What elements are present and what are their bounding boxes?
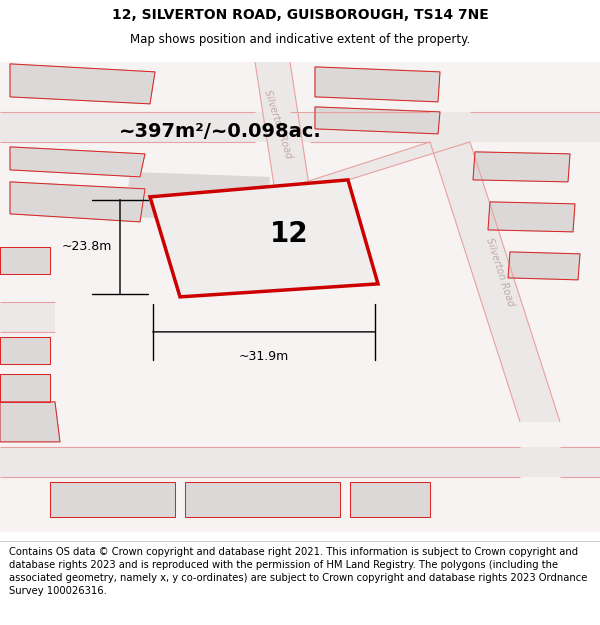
Polygon shape <box>50 482 175 517</box>
Polygon shape <box>10 182 145 222</box>
Polygon shape <box>195 197 335 270</box>
Polygon shape <box>0 374 50 402</box>
Polygon shape <box>473 152 570 182</box>
Polygon shape <box>508 252 580 280</box>
Polygon shape <box>430 142 560 422</box>
Polygon shape <box>350 482 430 517</box>
Polygon shape <box>0 447 600 477</box>
Text: 12, SILVERTON ROAD, GUISBOROUGH, TS14 7NE: 12, SILVERTON ROAD, GUISBOROUGH, TS14 7N… <box>112 8 488 22</box>
Polygon shape <box>10 64 155 104</box>
Polygon shape <box>125 172 270 222</box>
Text: Silverton Road: Silverton Road <box>484 236 516 308</box>
Polygon shape <box>315 107 440 134</box>
Text: Silverton Road: Silverton Road <box>262 88 294 159</box>
Polygon shape <box>255 62 310 192</box>
Text: ~31.9m: ~31.9m <box>239 350 289 363</box>
Polygon shape <box>0 302 55 332</box>
Polygon shape <box>0 247 50 274</box>
Polygon shape <box>150 180 378 297</box>
Polygon shape <box>0 62 600 532</box>
Polygon shape <box>185 482 340 517</box>
Polygon shape <box>315 67 440 102</box>
Polygon shape <box>275 142 470 192</box>
Text: Contains OS data © Crown copyright and database right 2021. This information is : Contains OS data © Crown copyright and d… <box>9 546 587 596</box>
Text: ~397m²/~0.098ac.: ~397m²/~0.098ac. <box>119 122 322 141</box>
Polygon shape <box>488 202 575 232</box>
Polygon shape <box>0 402 60 442</box>
Polygon shape <box>0 112 600 142</box>
Polygon shape <box>10 147 145 177</box>
Text: 12: 12 <box>269 221 308 248</box>
Text: Map shows position and indicative extent of the property.: Map shows position and indicative extent… <box>130 33 470 46</box>
Text: ~23.8m: ~23.8m <box>62 241 112 253</box>
Polygon shape <box>0 337 50 364</box>
